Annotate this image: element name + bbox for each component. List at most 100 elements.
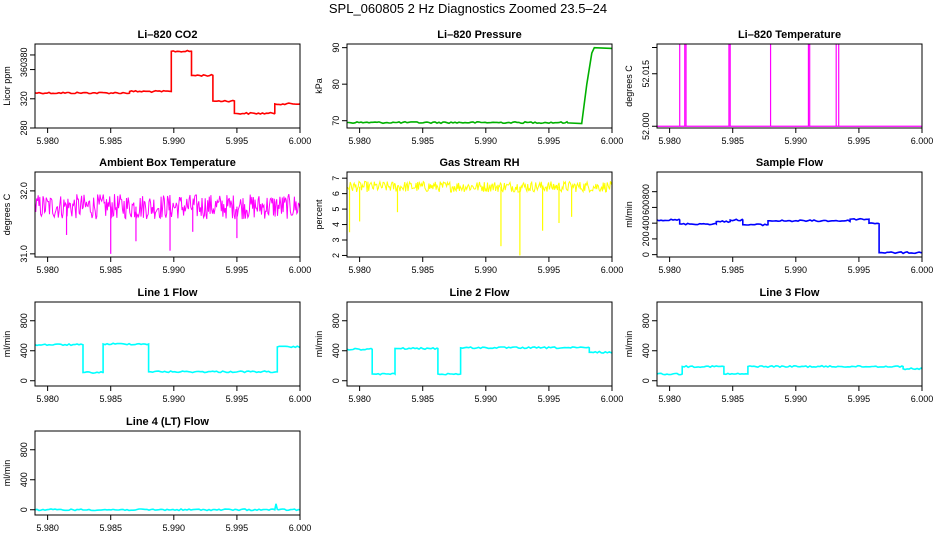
x-tick-label: 5.985 bbox=[411, 136, 434, 146]
plot-frame bbox=[34, 301, 301, 387]
y-axis-label: ml/min bbox=[624, 201, 634, 228]
x-tick-label: 5.990 bbox=[163, 523, 186, 533]
x-tick-label: 5.995 bbox=[538, 394, 561, 404]
plot-frame bbox=[656, 43, 923, 129]
chart-panel-line-4-lt-flow: Line 4 (LT) Flow 5.980 5.985 5.990 5.995 6.00… bbox=[2, 416, 311, 533]
y-tick-label: 52.000 bbox=[641, 112, 651, 140]
x-tick-label: 5.990 bbox=[163, 136, 186, 146]
y-tick-label: 800 bbox=[19, 442, 29, 457]
y-tick-label: 600 bbox=[641, 200, 651, 215]
chart-panel-ambient-box-temperature: Ambient Box Temperature 5.980 5.985 5.990 5.… bbox=[2, 157, 311, 275]
plot-frame bbox=[34, 43, 301, 129]
plot-frame bbox=[656, 171, 923, 258]
chart-title: Line 2 Flow bbox=[450, 287, 510, 299]
x-tick-label: 5.980 bbox=[348, 265, 371, 275]
x-tick-label: 6.000 bbox=[289, 136, 312, 146]
x-tick-label: 6.000 bbox=[911, 265, 934, 275]
plot-area bbox=[35, 193, 300, 254]
y-tick-label: 400 bbox=[331, 343, 341, 358]
chart-title: Line 4 (LT) Flow bbox=[126, 416, 209, 428]
plot-area bbox=[347, 46, 612, 125]
y-tick-label: 2 bbox=[331, 253, 341, 258]
chart-title: Ambient Box Temperature bbox=[99, 157, 236, 169]
plot-frame bbox=[656, 301, 923, 387]
x-tick-label: 5.985 bbox=[99, 394, 122, 404]
series-line bbox=[347, 179, 612, 194]
plot-frame bbox=[34, 430, 301, 516]
chart-panel-line-2-flow: Line 2 Flow 5.980 5.985 5.990 5.995 6.000 0 400… bbox=[314, 287, 623, 404]
y-axis-label: ml/min bbox=[624, 331, 634, 358]
chart-panel-gas-stream-rh: Gas Stream RH 5.980 5.985 5.990 5.995 6.000 2 3… bbox=[314, 157, 623, 275]
plot-area bbox=[35, 49, 300, 116]
y-tick-label: 400 bbox=[641, 343, 651, 358]
chart-title: Li–820 Pressure bbox=[437, 29, 521, 41]
x-tick-label: 5.990 bbox=[785, 136, 808, 146]
x-tick-label: 6.000 bbox=[289, 523, 312, 533]
plot-area bbox=[35, 503, 300, 512]
x-tick-label: 5.995 bbox=[226, 394, 249, 404]
y-tick-label: 0 bbox=[641, 378, 651, 383]
x-tick-label: 5.990 bbox=[785, 394, 808, 404]
plot-area bbox=[657, 44, 922, 127]
y-tick-label: 70 bbox=[331, 116, 341, 126]
y-tick-label: 90 bbox=[331, 43, 341, 53]
chart-title: Line 1 Flow bbox=[138, 287, 198, 299]
x-tick-label: 5.990 bbox=[163, 394, 186, 404]
x-tick-label: 6.000 bbox=[601, 136, 624, 146]
plot-area bbox=[657, 217, 922, 255]
x-tick-label: 5.985 bbox=[99, 265, 122, 275]
y-tick-label: 0 bbox=[641, 252, 651, 257]
plot-area bbox=[35, 342, 300, 375]
y-axis-label: ml/min bbox=[2, 460, 12, 487]
y-tick-label: 400 bbox=[641, 216, 651, 231]
y-axis-label: percent bbox=[314, 199, 324, 230]
x-tick-label: 5.990 bbox=[475, 136, 498, 146]
chart-title: Li–820 CO2 bbox=[138, 29, 198, 41]
chart-panel-line-3-flow: Line 3 Flow 5.980 5.985 5.990 5.995 6.000 0 400… bbox=[624, 287, 933, 404]
y-tick-label: 3 bbox=[331, 237, 341, 242]
x-tick-label: 6.000 bbox=[289, 265, 312, 275]
y-axis-label: degrees C bbox=[624, 65, 634, 107]
y-tick-label: 380 bbox=[19, 47, 29, 62]
chart-panel-li-820-pressure: Li–820 Pressure 5.980 5.985 5.990 5.995 6.000… bbox=[314, 29, 623, 146]
chart-panel-line-1-flow: Line 1 Flow 5.980 5.985 5.990 5.995 6.000 0 400… bbox=[2, 287, 311, 404]
y-tick-label: 800 bbox=[331, 313, 341, 328]
y-axis-label: degrees C bbox=[2, 193, 12, 235]
y-tick-label: 280 bbox=[19, 120, 29, 135]
chart-title: Li–820 Temperature bbox=[738, 29, 841, 41]
x-tick-label: 6.000 bbox=[601, 394, 624, 404]
y-tick-label: 31.0 bbox=[19, 245, 29, 263]
series-line bbox=[657, 364, 922, 376]
x-tick-label: 5.985 bbox=[721, 394, 744, 404]
chart-title: Sample Flow bbox=[756, 157, 824, 169]
x-tick-label: 5.995 bbox=[848, 265, 871, 275]
y-tick-label: 320 bbox=[19, 91, 29, 106]
chart-title: Gas Stream RH bbox=[439, 157, 519, 169]
plot-area bbox=[347, 179, 612, 256]
x-tick-label: 5.995 bbox=[848, 394, 871, 404]
y-tick-label: 32.0 bbox=[19, 182, 29, 200]
x-tick-label: 6.000 bbox=[289, 394, 312, 404]
y-tick-label: 800 bbox=[641, 184, 651, 199]
plot-area bbox=[347, 346, 612, 376]
x-tick-label: 5.995 bbox=[226, 523, 249, 533]
chart-panel-sample-flow: Sample Flow 5.980 5.985 5.990 5.995 6.000 0 200… bbox=[624, 157, 933, 275]
y-tick-label: 400 bbox=[19, 472, 29, 487]
x-tick-label: 5.985 bbox=[99, 136, 122, 146]
y-tick-label: 4 bbox=[331, 222, 341, 227]
x-tick-label: 5.990 bbox=[785, 265, 808, 275]
y-tick-label: 7 bbox=[331, 176, 341, 181]
x-tick-label: 5.985 bbox=[99, 523, 122, 533]
x-tick-label: 5.980 bbox=[658, 394, 681, 404]
series-line bbox=[35, 193, 300, 220]
x-tick-label: 5.990 bbox=[163, 265, 186, 275]
plot-frame bbox=[346, 301, 613, 387]
x-tick-label: 5.995 bbox=[226, 265, 249, 275]
x-tick-label: 6.000 bbox=[601, 265, 624, 275]
x-tick-label: 5.985 bbox=[411, 394, 434, 404]
x-tick-label: 6.000 bbox=[911, 394, 934, 404]
x-tick-label: 5.980 bbox=[36, 394, 59, 404]
y-tick-label: 0 bbox=[19, 507, 29, 512]
figure-title: SPL_060805 2 Hz Diagnostics Zoomed 23.5–… bbox=[328, 1, 608, 16]
x-tick-label: 5.985 bbox=[411, 265, 434, 275]
